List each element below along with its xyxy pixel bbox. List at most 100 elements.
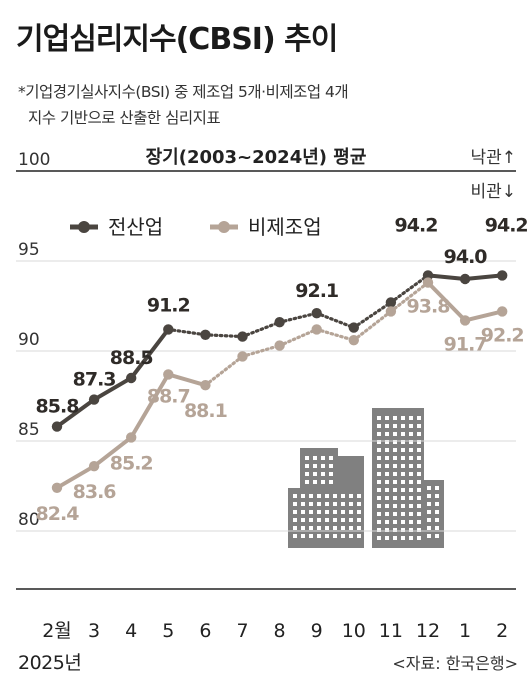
building-window — [309, 510, 313, 514]
x-tick-label: 1 — [459, 620, 471, 642]
building-shape — [338, 456, 364, 488]
series-segment — [166, 372, 208, 388]
chart-note-line1: *기업경기실사지수(BSI) 중 제조업 5개·비제조업 4개 — [18, 83, 349, 101]
building-window — [341, 534, 345, 538]
building-window — [409, 520, 413, 524]
building-window — [301, 534, 305, 538]
building-window — [325, 502, 329, 506]
building-window — [435, 526, 439, 530]
building-window — [349, 534, 353, 538]
building-window — [325, 526, 329, 530]
building-window — [385, 496, 389, 500]
building-window — [409, 464, 413, 468]
data-point — [274, 340, 285, 351]
data-point — [274, 317, 285, 328]
chart-labels: 80 85 90 95 100 장기(2003~2024년) 평균 낙관↑ 비관↓ 2월 3 4 5 6… — [18, 147, 529, 642]
data-point — [88, 461, 100, 472]
building-window — [417, 432, 421, 436]
building-window — [401, 520, 405, 524]
building-window — [301, 510, 305, 514]
building-window — [333, 534, 337, 538]
building-window — [385, 480, 389, 484]
building-window — [409, 504, 413, 508]
building-window — [325, 534, 329, 538]
series-segment — [315, 311, 356, 330]
building-shape — [372, 408, 424, 548]
building-window — [333, 494, 337, 498]
x-tick-label: 11 — [379, 620, 403, 642]
building-window — [427, 486, 431, 490]
building-window — [377, 528, 381, 532]
x-tick-label: 2 — [496, 620, 508, 642]
building-window — [349, 510, 353, 514]
building-window — [325, 510, 329, 514]
building-window — [309, 526, 313, 530]
building-window — [435, 510, 439, 514]
building-window — [377, 424, 381, 428]
legend-label: 비제조업 — [248, 215, 322, 239]
series-segment — [278, 327, 319, 348]
building-window — [409, 536, 413, 540]
building-window — [417, 472, 421, 476]
building-window — [417, 488, 421, 492]
building-window — [317, 494, 321, 498]
building-window — [435, 486, 439, 490]
pessimism-label: 비관↓ — [470, 182, 516, 202]
building-window — [317, 526, 321, 530]
building-window — [377, 488, 381, 492]
data-point — [51, 482, 63, 493]
series-segment — [278, 311, 319, 324]
building-window — [409, 496, 413, 500]
x-tick-label: 10 — [342, 620, 366, 642]
building-window — [409, 472, 413, 476]
y-tick-label: 85 — [18, 420, 40, 440]
building-window — [401, 448, 405, 452]
data-point — [126, 372, 137, 384]
data-point — [51, 421, 63, 432]
data-label: 87.3 — [73, 369, 116, 391]
building-window — [341, 510, 345, 514]
data-label: 83.6 — [73, 481, 117, 503]
building-window — [409, 424, 413, 428]
building-window — [427, 534, 431, 538]
building-window — [401, 528, 405, 532]
building-window — [393, 440, 397, 444]
building-window — [357, 494, 361, 498]
building-window — [401, 480, 405, 484]
building-window — [377, 496, 381, 500]
building-window — [329, 456, 333, 460]
building-window — [377, 504, 381, 508]
reference-line-label: 장기(2003~2024년) 평균 — [146, 147, 367, 168]
building-window — [417, 504, 421, 508]
building-window — [305, 456, 309, 460]
building-window — [385, 536, 389, 540]
data-label: 91.2 — [147, 294, 190, 316]
building-window — [401, 456, 405, 460]
building-window — [385, 456, 389, 460]
building-window — [393, 416, 397, 420]
building-window — [377, 416, 381, 420]
building-window — [393, 504, 397, 508]
building-window — [321, 456, 325, 460]
data-label: 91.7 — [444, 333, 487, 355]
legend-marker — [218, 221, 230, 233]
data-point — [88, 394, 100, 405]
building-window — [309, 518, 313, 522]
data-point — [348, 335, 359, 346]
legend-label: 전산업 — [108, 215, 163, 239]
building-window — [317, 518, 321, 522]
data-label: 88.1 — [184, 400, 227, 422]
building-window — [409, 440, 413, 444]
building-window — [401, 536, 405, 540]
series-segment — [389, 273, 430, 304]
building-window — [385, 432, 389, 436]
building-window — [385, 504, 389, 508]
building-window — [393, 464, 397, 468]
building-window — [417, 536, 421, 540]
building-window — [417, 440, 421, 444]
building-window — [377, 480, 381, 484]
building-window — [435, 502, 439, 506]
building-window — [385, 416, 389, 420]
building-window — [409, 448, 413, 452]
